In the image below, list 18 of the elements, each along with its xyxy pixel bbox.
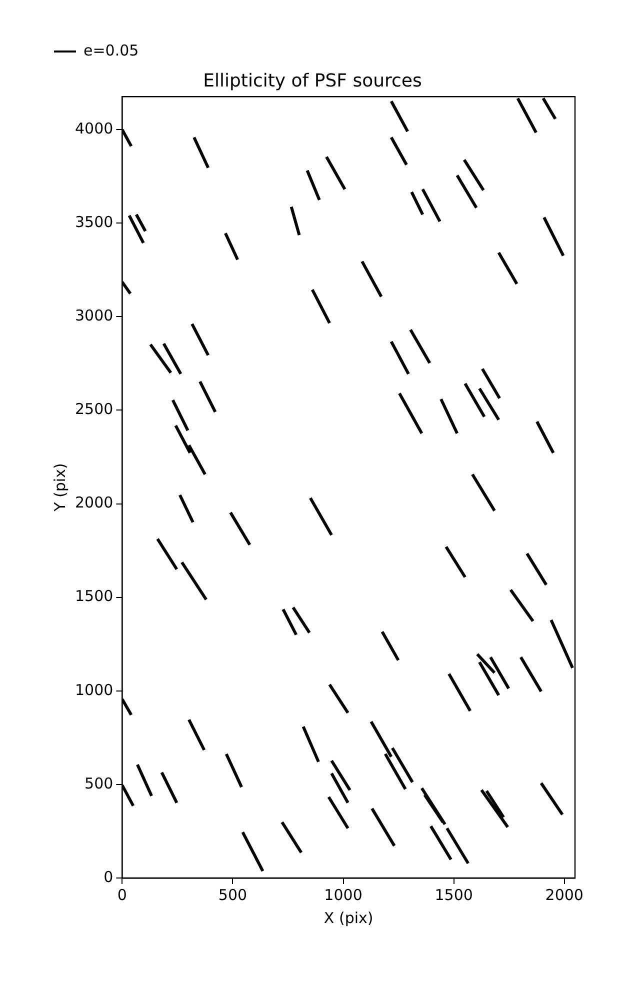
y-tick-label: 3000 <box>74 306 114 325</box>
x-tick-label: 2000 <box>545 886 584 904</box>
y-tick-label: 1000 <box>74 680 114 699</box>
chart-title: Ellipticity of PSF sources <box>203 70 422 92</box>
y-tick-label: 0 <box>104 868 114 886</box>
x-tick-label: 1500 <box>434 886 473 904</box>
y-axis-title: Y (pix) <box>50 463 69 512</box>
y-tick-label: 500 <box>84 774 114 792</box>
x-tick-label: 0 <box>117 886 127 904</box>
y-tick-label: 4000 <box>74 119 114 138</box>
y-tick-label: 3500 <box>74 212 114 231</box>
x-axis-title: X (pix) <box>324 908 374 927</box>
y-tick-label: 1500 <box>74 587 114 606</box>
x-tick-label: 1000 <box>324 886 362 904</box>
x-tick-label: 500 <box>218 886 248 904</box>
y-tick-label: 2000 <box>74 494 114 512</box>
legend-label: e=0.05 <box>84 41 139 60</box>
y-tick-label: 2500 <box>74 400 114 418</box>
